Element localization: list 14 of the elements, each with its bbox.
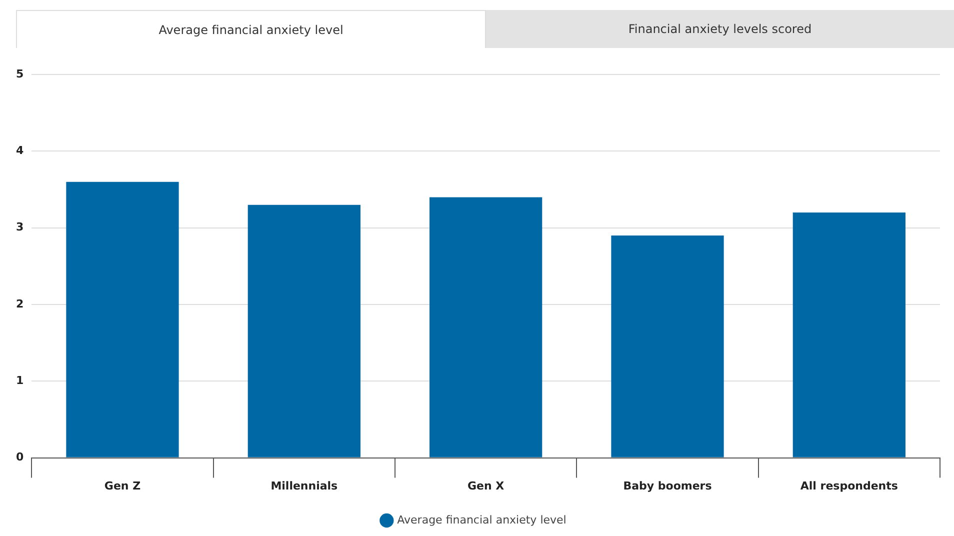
x-tick-label: Gen X — [468, 479, 505, 492]
x-tick-label: All respondents — [800, 479, 898, 492]
y-tick-label: 2 — [16, 297, 24, 310]
x-tick-label: Millennials — [270, 479, 338, 492]
y-tick-label: 0 — [16, 450, 24, 464]
y-tick-label: 4 — [16, 144, 24, 158]
x-tick-label: Gen Z — [104, 479, 141, 492]
chart-title: Average financial anxiety level — [16, 10, 486, 48]
legend-label: Average financial anxiety level — [397, 513, 566, 526]
text: Financial anxiety levels scored — [486, 10, 954, 48]
y-tick-label: 1 — [16, 374, 24, 388]
y-tick-label: 3 — [16, 220, 24, 234]
y-tick-label: 5 — [16, 67, 24, 80]
x-tick-label: Baby boomers — [623, 479, 712, 492]
